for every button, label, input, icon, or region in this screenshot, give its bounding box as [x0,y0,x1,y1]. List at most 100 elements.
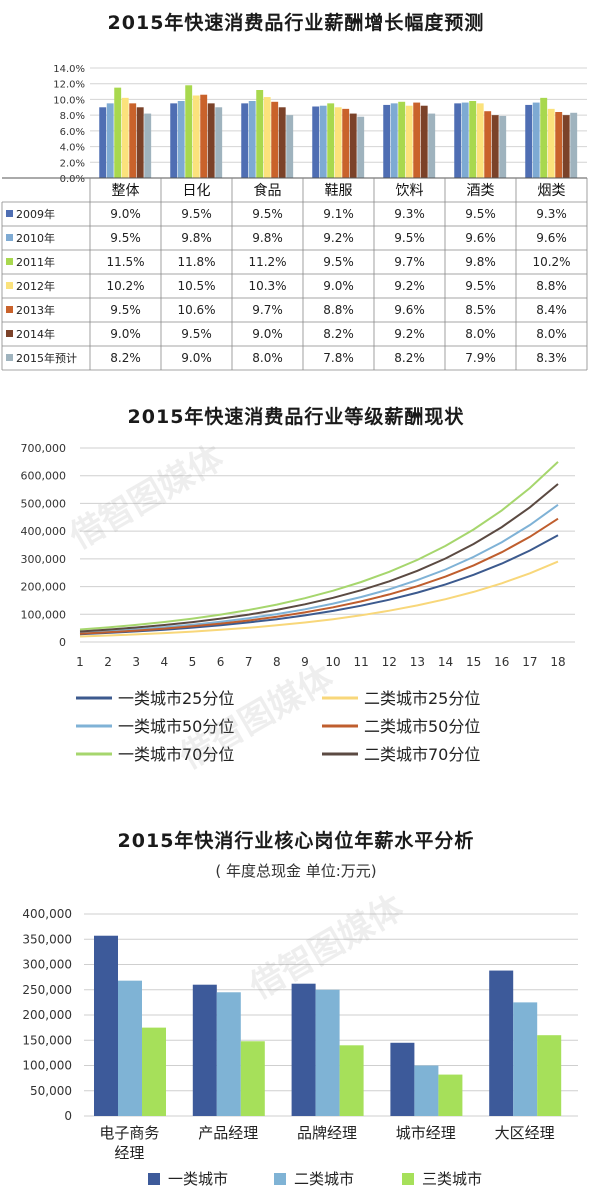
data-cell: 9.0% [110,207,141,221]
core-position-salary-chart: 0 50,000 100,000 150,000 200,000 250,000 300,0… [22,907,578,1188]
legend-swatch [274,1173,286,1185]
x-tick-label: 9 [301,655,309,669]
data-cell: 10.3% [248,279,286,293]
bar-一类城市-大区经理 [489,970,514,1116]
data-cell: 11.8% [177,255,215,269]
x-tick-label: 2 [104,655,112,669]
legend-label: 一类城市25分位 [118,689,234,708]
bar-2012年-鞋服 [334,107,342,178]
y-tick-label: 400,000 [21,525,67,538]
x-tick-label: 1 [76,655,84,669]
bar-三类城市-城市经理 [438,1074,463,1116]
data-cell: 9.5% [181,327,212,341]
salary-growth-chart: 0.0% 2.0% 4.0% 6.0% 8.0% 10.0% 12.0% 14.0% 整体 日化 食… [1,64,588,371]
legend-label: 三类城市 [422,1170,482,1188]
y-tick-label: 4.0% [60,143,85,154]
data-cell: 8.2% [394,351,425,365]
legend-swatch [6,258,13,265]
y-tick-label: 14.0% [53,64,85,75]
data-cell: 10.6% [177,303,215,317]
data-cell: 9.8% [465,255,496,269]
legend-swatch [6,330,13,337]
x-category-label: 产品经理 [198,1124,258,1142]
bar-2010年-日化 [177,101,185,178]
x-category-label: 电子商务 [99,1124,159,1142]
chart3-title: 2015年快消行业核心岗位年薪水平分析 [117,830,475,852]
y-tick-label: 250,000 [22,983,72,997]
series-line-二类城市50分位 [79,517,559,635]
data-cell: 9.0% [110,327,141,341]
data-cell: 9.1% [323,207,354,221]
bar-2012年-饮料 [405,105,413,178]
y-tick-label: 100,000 [22,1059,72,1073]
bar-2014年-烟类 [562,115,570,178]
series-line-一类城市25分位 [79,534,559,636]
category-header: 酒类 [467,183,495,199]
bar-一类城市-产品经理 [192,984,217,1116]
bar-2012年-食品 [263,97,271,178]
bar-一类城市-品牌经理 [291,983,316,1116]
bar-2011年-酒类 [469,101,477,178]
y-tick-label: 700,000 [21,442,67,455]
bar-2011年-鞋服 [327,103,335,178]
bar-2014年-整体 [136,107,144,178]
data-cell: 9.8% [181,231,212,245]
legend-label: 2015年预计 [16,351,77,365]
legend-label: 二类城市25分位 [364,689,480,708]
category-header: 烟类 [538,183,566,199]
data-cell: 8.5% [465,303,496,317]
data-cell: 9.7% [394,255,425,269]
x-category-label: 城市经理 [396,1124,456,1142]
legend-swatch [6,354,13,361]
bar-2011年-日化 [185,85,193,178]
x-tick-label: 10 [325,655,340,669]
x-tick-label: 17 [522,655,537,669]
x-tick-label: 3 [132,655,140,669]
bar-2012年-整体 [121,97,129,178]
bar-2010年-饮料 [390,103,398,178]
x-tick-label: 5 [189,655,197,669]
x-tick-label: 14 [438,655,453,669]
legend-label: 二类城市50分位 [364,717,480,736]
category-header: 饮料 [396,183,424,199]
data-cell: 9.5% [181,207,212,221]
bar-三类城市-产品经理 [240,1041,265,1116]
x-category-label: 经理 [114,1144,144,1162]
bar-三类城市-电子商务经理 [142,1027,166,1116]
y-tick-label: 300,000 [21,553,67,566]
y-tick-label: 200,000 [21,581,67,594]
y-tick-label: 6.0% [60,127,85,138]
bar-2015年预计-整体 [144,113,152,178]
bar-2012年-烟类 [547,108,555,178]
data-cell: 9.6% [465,231,496,245]
legend-swatch [6,306,13,313]
bar-三类城市-品牌经理 [339,1045,364,1116]
data-cell: 8.0% [536,327,567,341]
data-cell: 9.2% [394,279,425,293]
bar-2015年预计-饮料 [428,113,436,178]
data-cell: 9.5% [323,255,354,269]
bar-二类城市-品牌经理 [315,989,340,1116]
data-cell: 8.2% [323,327,354,341]
legend-label: 2010年 [16,231,55,245]
bar-2014年-日化 [207,103,215,178]
bar-2015年预计-食品 [286,115,294,178]
chart3-subtitle: ( 年度总现金 单位:万元) [215,862,377,880]
y-tick-label: 600,000 [21,470,67,483]
data-cell: 7.8% [323,351,354,365]
data-cell: 7.9% [465,351,496,365]
bar-2014年-鞋服 [349,113,357,178]
x-tick-label: 16 [494,655,509,669]
bar-2009年-饮料 [383,104,391,178]
data-cell: 9.3% [536,207,567,221]
bar-2013年-日化 [200,94,208,178]
bar-2011年-烟类 [540,97,548,178]
data-cell: 11.2% [248,255,286,269]
bar-2013年-烟类 [555,112,563,178]
legend-label: 一类城市50分位 [118,717,234,736]
category-header: 日化 [183,183,211,199]
y-tick-label: 100,000 [21,608,67,621]
chart1-title: 2015年快速消费品行业薪酬增长幅度预测 [107,12,485,34]
data-cell: 9.6% [394,303,425,317]
bar-2012年-酒类 [476,103,484,178]
